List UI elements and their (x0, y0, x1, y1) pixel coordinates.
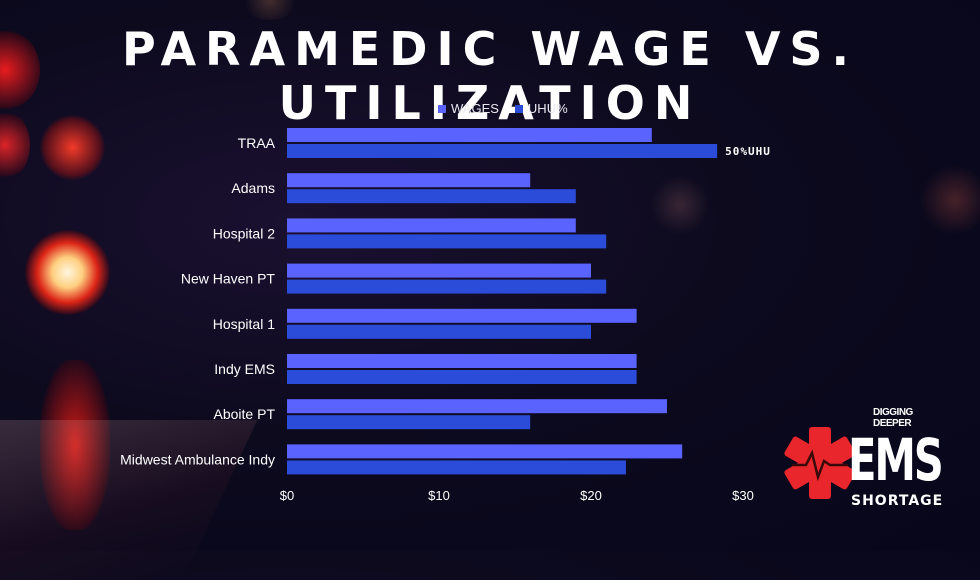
legend-item-uhu: UHU% (514, 101, 568, 116)
legend-swatch (438, 104, 446, 113)
bar-uhu-indy-ems (287, 370, 637, 384)
legend: WAGES UHU% (438, 101, 568, 116)
bar-chart: TRAA Adams Hospital 2 New Haven PT Hospital … (120, 128, 771, 503)
bar-uhu-new-haven-pt (287, 279, 607, 294)
bar-uhu-aboite-pt (287, 415, 531, 430)
category-label: Indy EMS (214, 361, 275, 377)
bar-annotation: 50%UHU (725, 145, 771, 158)
chart-title: PARAMEDIC WAGE VS. UTILIZATION (121, 22, 859, 130)
x-tick-label: $0 (280, 488, 294, 503)
category-label: Aboite PT (214, 406, 276, 422)
category-label: Hospital 2 (213, 225, 275, 241)
bar-wages-traa (287, 128, 652, 142)
logo-line1: DIGGING (873, 407, 913, 418)
bar-wages-new-haven-pt (287, 263, 591, 278)
bar-wages-hospital-2 (287, 218, 576, 233)
bar-uhu-midwest-ambulance-indy (287, 460, 626, 475)
logo-sub: SHORTAGE (851, 493, 944, 509)
x-tick-label: $30 (732, 488, 754, 503)
category-label: Hospital 1 (213, 316, 275, 332)
x-tick-label: $20 (580, 488, 602, 503)
bar-wages-adams (287, 173, 531, 188)
bar-uhu-traa (287, 144, 718, 158)
legend-swatch (514, 104, 523, 113)
category-label: Midwest Ambulance Indy (120, 451, 275, 467)
bar-uhu-adams (287, 189, 576, 204)
legend-item-wages: WAGES (438, 101, 499, 116)
ems-star-logo-icon (784, 427, 856, 499)
bar-wages-aboite-pt (287, 399, 667, 414)
x-tick-label: $10 (428, 488, 450, 503)
bar-uhu-hospital-1 (287, 324, 591, 339)
legend-label: UHU% (527, 101, 568, 116)
bar-uhu-hospital-2 (287, 234, 607, 249)
legend-label: WAGES (451, 101, 499, 116)
bar-wages-hospital-1 (287, 308, 637, 323)
bar-wages-midwest-ambulance-indy (287, 444, 683, 459)
category-label: New Haven PT (181, 271, 276, 287)
logo-line2: DEEPER (873, 418, 912, 429)
category-label: Adams (231, 180, 275, 196)
category-label: TRAA (238, 135, 276, 151)
logo-main: EMS (848, 426, 944, 494)
bar-wages-indy-ems (287, 354, 637, 368)
